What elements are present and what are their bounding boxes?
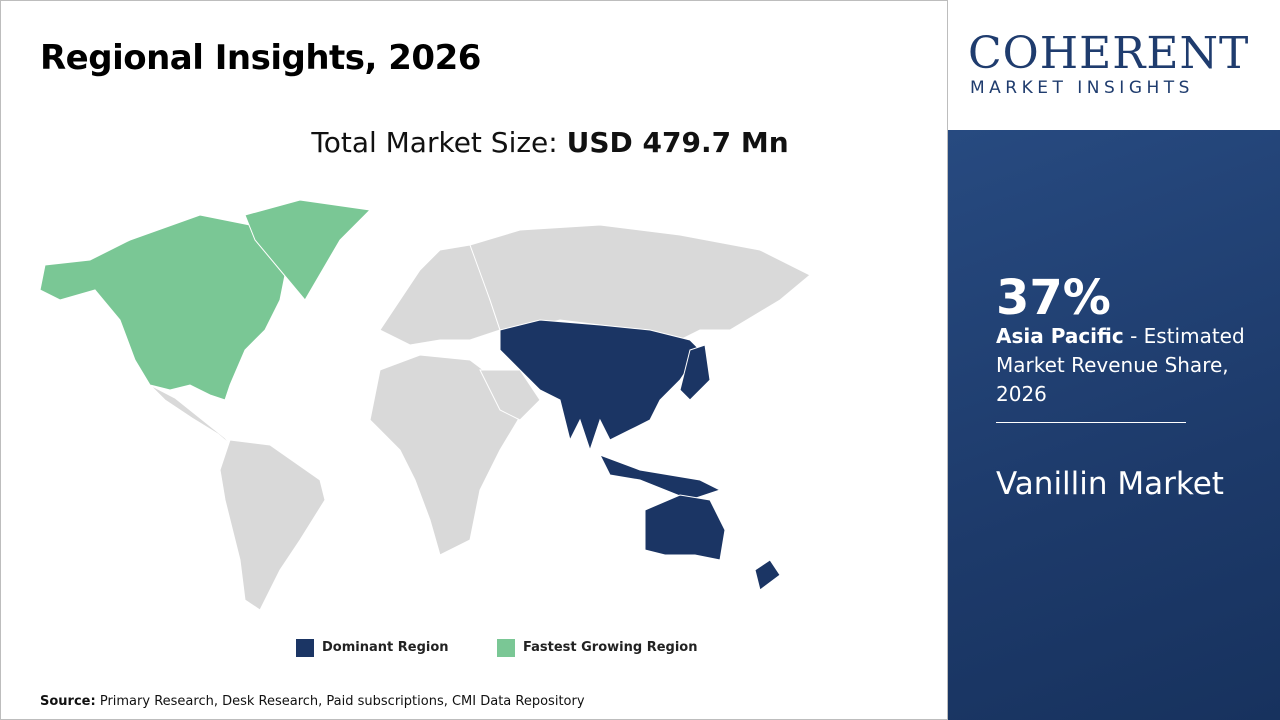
legend-label: Dominant Region bbox=[322, 640, 449, 655]
new-zealand bbox=[754, 559, 781, 591]
logo-name: COHERENT bbox=[968, 28, 1250, 79]
market-name: Vanillin Market bbox=[996, 466, 1224, 502]
title: Regional Insights, 2026 bbox=[40, 38, 481, 78]
indonesia bbox=[598, 454, 722, 501]
side-panel: 37% Asia Pacific - Estimated Market Reve… bbox=[948, 130, 1280, 720]
source-label: Source: bbox=[40, 694, 96, 709]
asia bbox=[499, 319, 701, 452]
share-value: 37% bbox=[996, 270, 1111, 326]
south-america bbox=[219, 439, 326, 611]
logo: COHERENT MARKET INSIGHTS bbox=[948, 0, 1280, 130]
market-size-value: USD 479.7 Mn bbox=[566, 126, 789, 159]
source: Source: Primary Research, Desk Research,… bbox=[40, 694, 585, 709]
legend-swatch bbox=[296, 639, 314, 657]
australia bbox=[644, 494, 726, 561]
market-size-label: Total Market Size: bbox=[311, 126, 558, 159]
russia bbox=[469, 224, 811, 341]
north-america bbox=[39, 214, 291, 401]
legend-label: Fastest Growing Region bbox=[523, 640, 698, 655]
divider bbox=[996, 422, 1186, 423]
greenland bbox=[244, 199, 372, 301]
japan bbox=[679, 344, 711, 401]
market-size: Total Market Size: USD 479.7 Mn bbox=[0, 126, 1100, 159]
middle-east bbox=[479, 369, 541, 421]
source-text: Primary Research, Desk Research, Paid su… bbox=[99, 694, 585, 709]
logo-tagline: MARKET INSIGHTS bbox=[970, 78, 1194, 98]
region-name: Asia Pacific bbox=[996, 324, 1124, 348]
legend-swatch bbox=[497, 639, 515, 657]
world-map bbox=[39, 199, 811, 611]
africa bbox=[369, 354, 531, 556]
share-description: Asia Pacific - Estimated Market Revenue … bbox=[996, 322, 1246, 409]
description: - Estimated Market Revenue Share, 2026 bbox=[996, 324, 1245, 406]
